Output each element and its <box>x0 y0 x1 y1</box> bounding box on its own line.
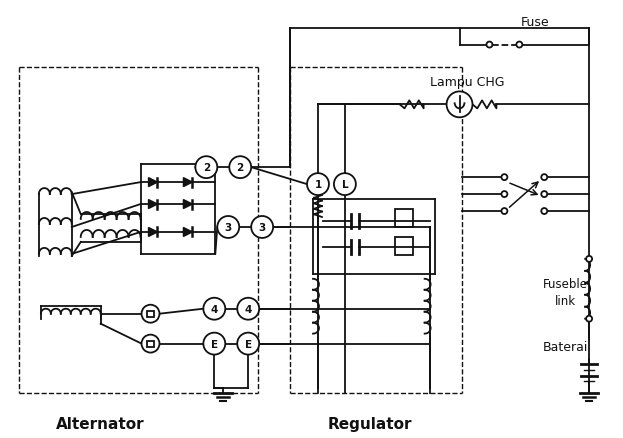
Text: Fuseble
link: Fuseble link <box>543 277 587 307</box>
Text: L: L <box>341 180 348 190</box>
Bar <box>146 311 155 317</box>
Circle shape <box>487 42 492 49</box>
Circle shape <box>141 305 159 323</box>
Circle shape <box>516 42 522 49</box>
Polygon shape <box>148 200 158 209</box>
Polygon shape <box>148 228 158 237</box>
Text: 4: 4 <box>211 304 218 314</box>
Circle shape <box>203 333 226 355</box>
Circle shape <box>307 174 329 196</box>
Text: 3: 3 <box>259 223 266 233</box>
Polygon shape <box>148 178 158 187</box>
Text: Baterai: Baterai <box>543 340 588 353</box>
Circle shape <box>541 175 547 181</box>
Circle shape <box>237 298 259 320</box>
Circle shape <box>334 174 356 196</box>
Circle shape <box>447 92 472 118</box>
Circle shape <box>196 157 217 179</box>
Circle shape <box>502 175 507 181</box>
Circle shape <box>251 216 273 238</box>
Text: E: E <box>211 339 218 349</box>
Bar <box>146 341 155 347</box>
Text: 4: 4 <box>244 304 252 314</box>
Circle shape <box>502 208 507 215</box>
Text: 2: 2 <box>202 163 210 173</box>
Text: 2: 2 <box>237 163 244 173</box>
Bar <box>395 237 412 255</box>
Circle shape <box>229 157 251 179</box>
Circle shape <box>203 298 226 320</box>
Circle shape <box>586 256 592 262</box>
Polygon shape <box>183 200 193 209</box>
Text: Regulator: Regulator <box>328 417 412 431</box>
Text: 3: 3 <box>225 223 232 233</box>
Circle shape <box>237 333 259 355</box>
Circle shape <box>141 335 159 353</box>
Text: 1: 1 <box>315 180 321 190</box>
Text: Fuse: Fuse <box>521 16 549 29</box>
Polygon shape <box>183 228 193 237</box>
Text: Alternator: Alternator <box>56 417 145 431</box>
Circle shape <box>217 216 239 238</box>
Circle shape <box>502 192 507 198</box>
Polygon shape <box>183 178 193 187</box>
Text: E: E <box>245 339 252 349</box>
Bar <box>395 209 412 227</box>
Circle shape <box>541 208 547 215</box>
Text: Lampu CHG: Lampu CHG <box>430 76 504 89</box>
Circle shape <box>586 316 592 322</box>
Circle shape <box>541 192 547 198</box>
